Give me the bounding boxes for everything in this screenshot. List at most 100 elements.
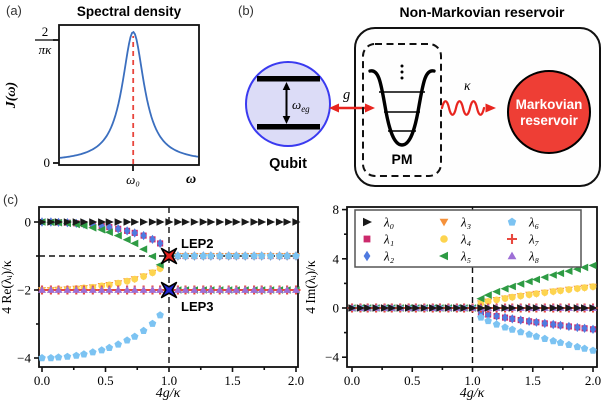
data-point xyxy=(436,304,445,312)
data-point xyxy=(123,336,131,344)
data-point xyxy=(174,252,182,260)
data-point xyxy=(508,325,516,333)
qubit-circle xyxy=(245,61,331,147)
data-point xyxy=(532,332,541,340)
kappa-wavy-arrow-icon xyxy=(440,100,496,116)
data-point xyxy=(501,323,509,331)
data-point xyxy=(113,231,122,240)
diamond-icon xyxy=(363,250,371,262)
plus-icon xyxy=(507,234,517,244)
data-point xyxy=(484,317,492,325)
triangle-down-icon xyxy=(439,218,449,227)
ytick-label: −4 xyxy=(17,351,31,366)
data-point xyxy=(508,293,516,301)
xtick-label: 2.0 xyxy=(585,373,601,388)
data-point xyxy=(105,343,114,351)
data-point xyxy=(549,337,557,345)
data-point xyxy=(225,218,234,226)
ytick-label: 0 xyxy=(333,301,340,316)
data-point xyxy=(549,288,557,295)
lep3-star-icon xyxy=(160,281,178,299)
data-point xyxy=(114,286,123,293)
data-point xyxy=(46,286,55,293)
data-point xyxy=(257,286,266,293)
legend-label: λ₆ xyxy=(528,215,539,230)
data-point xyxy=(131,275,139,283)
circle-icon xyxy=(440,235,448,243)
data-point xyxy=(507,282,516,291)
panel-a: (a) Spectral density J(ω) 2 πκ 0 ω₀ ω xyxy=(4,3,200,187)
well-energy-levels xyxy=(379,91,425,132)
xtick-label: 2.0 xyxy=(288,373,304,388)
data-point xyxy=(232,286,241,293)
qubit-gap-label: ωeg xyxy=(292,97,310,114)
data-point xyxy=(124,226,131,236)
data-point xyxy=(388,304,397,312)
data-point xyxy=(541,304,550,312)
spectral-title: Spectral density xyxy=(77,4,182,19)
data-point xyxy=(292,218,301,226)
data-point xyxy=(148,286,157,293)
data-point xyxy=(89,218,98,226)
xtick-label: 1.0 xyxy=(161,373,177,388)
legend-item-lambda7: λ₇ xyxy=(507,232,540,247)
xtick-label: 1.0 xyxy=(464,373,480,388)
data-point xyxy=(372,304,381,312)
data-point xyxy=(215,286,224,293)
data-point xyxy=(139,245,148,253)
data-point xyxy=(190,286,199,293)
data-point xyxy=(580,344,589,352)
data-point xyxy=(283,218,292,226)
xtick-label: 0.0 xyxy=(344,373,360,388)
data-point xyxy=(283,286,292,293)
data-point xyxy=(483,291,492,299)
data-point xyxy=(165,218,174,226)
data-point xyxy=(63,352,72,360)
ytick-label: −2 xyxy=(17,283,31,298)
data-point xyxy=(114,279,122,287)
data-point xyxy=(573,304,582,312)
data-point xyxy=(476,294,485,303)
data-point xyxy=(250,252,258,260)
data-point xyxy=(502,312,509,323)
data-point xyxy=(396,304,405,312)
data-point xyxy=(80,350,88,358)
data-point xyxy=(533,317,540,327)
spectral-axes-box xyxy=(58,24,200,166)
xtick-label: 0.5 xyxy=(404,373,420,388)
legend-item-lambda1: λ₁ xyxy=(363,232,394,247)
data-point xyxy=(468,304,477,312)
data-point xyxy=(224,286,233,293)
data-point xyxy=(549,304,558,312)
pm-label: PM xyxy=(392,151,413,167)
data-point xyxy=(508,304,517,312)
data-point xyxy=(581,284,588,292)
ytick-label: 8 xyxy=(333,202,340,217)
data-point xyxy=(206,286,215,293)
data-point xyxy=(565,304,574,312)
data-point xyxy=(517,315,524,325)
im-plot: 8 4 0 −4 0.0 0.5 1.0 1.5 2.0 4 Im(λᵢ)/κ 4g/κ λ₀ λ… xyxy=(303,202,601,401)
data-point xyxy=(72,218,81,226)
data-point xyxy=(532,290,540,298)
re-xlabel: 4g/κ xyxy=(156,386,181,401)
data-point xyxy=(88,224,97,232)
data-point xyxy=(267,218,276,226)
data-point xyxy=(207,252,215,260)
data-point xyxy=(266,286,275,293)
data-point xyxy=(105,218,114,226)
ytick-label: −4 xyxy=(325,350,339,365)
markovian-label-line1: Markovian xyxy=(516,97,583,112)
xtick-label: 1.5 xyxy=(525,373,541,388)
triangle-up-icon xyxy=(507,251,517,260)
data-point xyxy=(148,252,157,261)
data-point xyxy=(531,275,540,284)
data-point xyxy=(97,346,106,354)
data-point xyxy=(565,321,572,332)
data-point xyxy=(460,304,469,312)
data-point xyxy=(232,252,241,260)
data-point xyxy=(275,218,284,226)
series-lambda8-re xyxy=(38,286,300,293)
data-point xyxy=(574,322,581,333)
data-point xyxy=(364,304,373,312)
